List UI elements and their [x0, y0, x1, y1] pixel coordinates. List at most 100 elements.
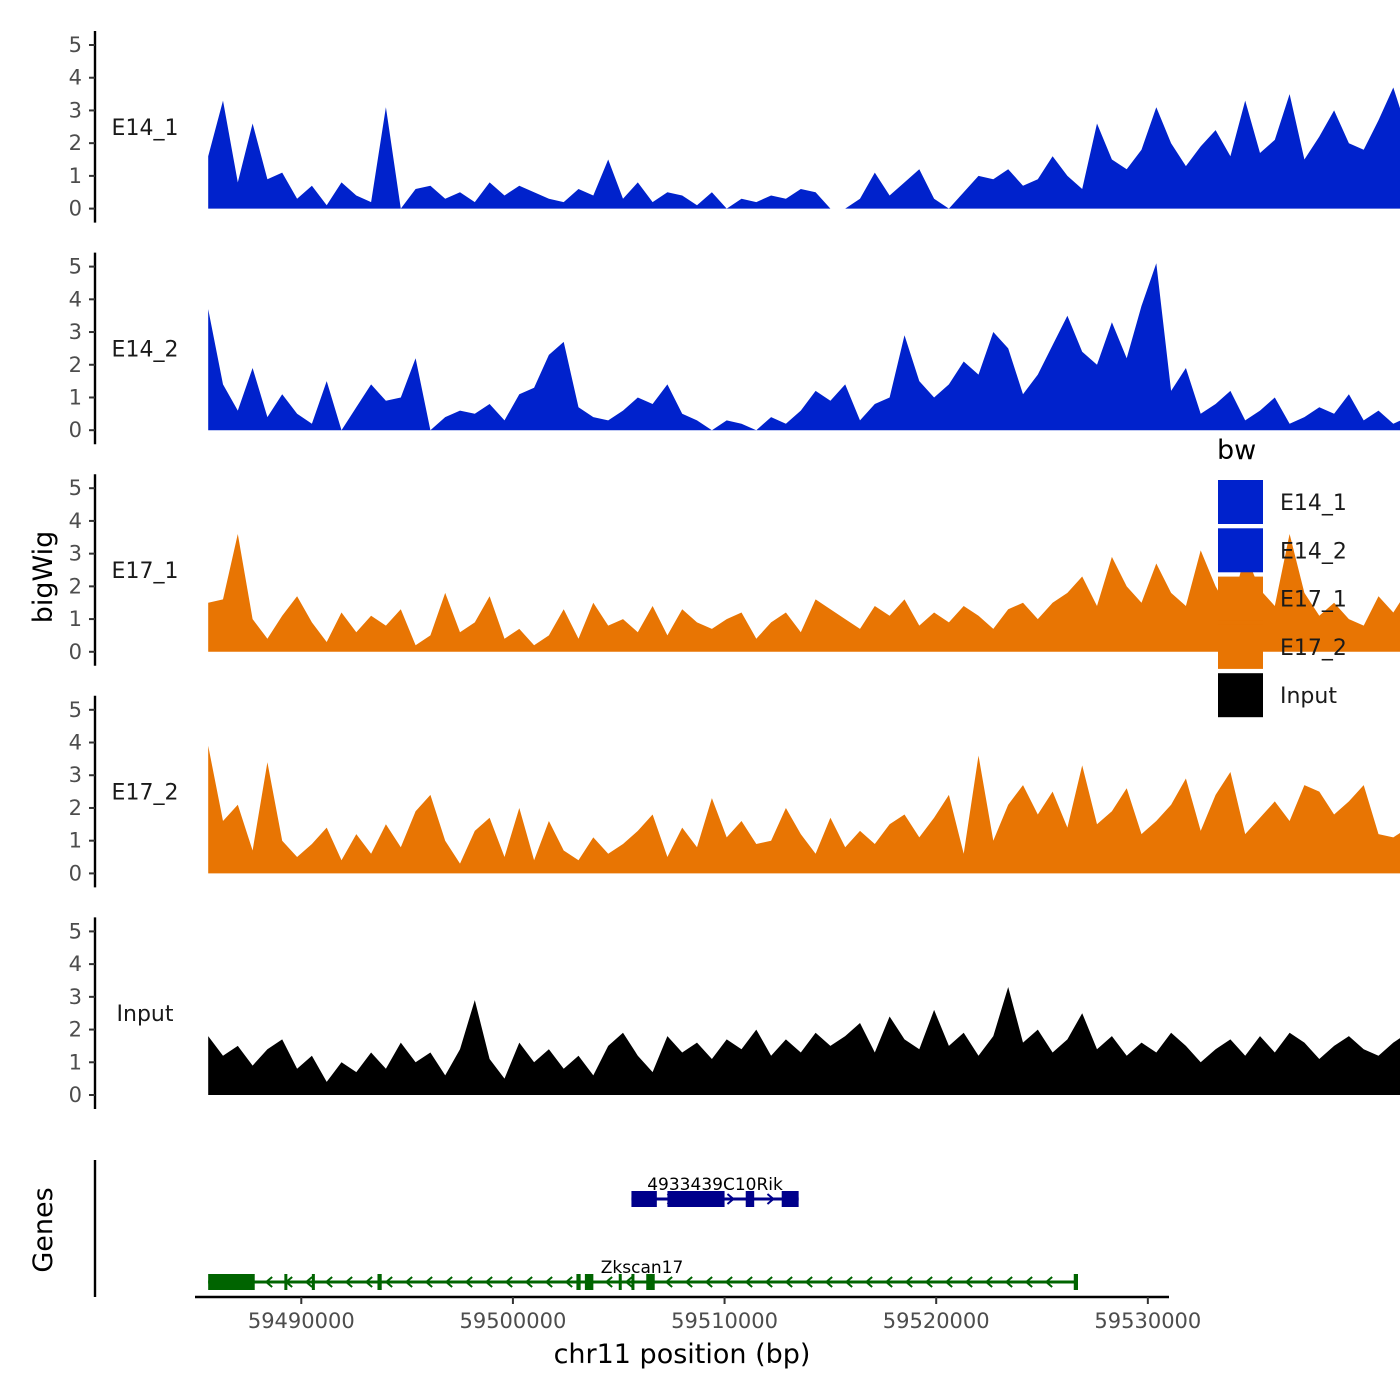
- strand-chevron: [604, 1276, 613, 1288]
- strand-chevron: [944, 1276, 953, 1288]
- y-tick-label: 3: [69, 763, 82, 787]
- strand-chevron: [464, 1276, 473, 1288]
- x-tick-label: 59490000: [248, 1309, 355, 1333]
- strand-chevron: [824, 1276, 833, 1288]
- strand-chevron: [444, 1276, 453, 1288]
- x-axis: 59490000 59500000 59510000 59520000 59530000: [195, 1295, 1201, 1333]
- gene-Zkscan17: Zkscan17: [208, 1258, 1078, 1290]
- legend-label: E14_1: [1280, 491, 1347, 516]
- panel-label: E17_2: [112, 781, 179, 806]
- y-tick-label: 5: [69, 919, 82, 943]
- panel-label: E14_2: [112, 337, 179, 362]
- legend-label: E17_1: [1280, 588, 1347, 613]
- strand-chevron: [404, 1276, 413, 1288]
- panel-label: E17_1: [112, 559, 179, 584]
- strand-chevron: [524, 1276, 533, 1288]
- strand-chevron: [304, 1276, 313, 1288]
- strand-chevron: [864, 1276, 873, 1288]
- exon: [781, 1191, 799, 1207]
- strand-chevron: [364, 1276, 373, 1288]
- legend-swatch-E17_1: [1218, 576, 1263, 621]
- y-tick-label: 0: [69, 640, 82, 664]
- exon: [618, 1274, 622, 1290]
- coverage-panels: 0 1 2 3 4 5 E14_1 0 1 2 3 4 5 E14_2 0 1 2 3 4 5 E17_1 0 1 2 3 4 5 E…: [69, 31, 1400, 1109]
- strand-chevron: [964, 1276, 973, 1288]
- y-tick-label: 5: [69, 33, 82, 57]
- legend-swatch-E17_2: [1218, 624, 1263, 669]
- coverage-area-E17_1: [208, 534, 1400, 652]
- strand-chevron: [904, 1276, 913, 1288]
- x-tick-label: 59500000: [459, 1309, 566, 1333]
- y-tick-label: 3: [69, 320, 82, 344]
- strand-chevron: [884, 1276, 893, 1288]
- strand-chevron: [664, 1276, 673, 1288]
- exon: [377, 1274, 382, 1290]
- gene-track: 4933439C10Rik Zkscan17: [93, 1160, 1078, 1297]
- strand-chevron: [766, 1193, 776, 1205]
- exon: [576, 1274, 581, 1290]
- y-tick-label: 3: [69, 542, 82, 566]
- strand-chevron: [264, 1276, 273, 1288]
- exon: [631, 1191, 657, 1207]
- exon: [584, 1274, 594, 1290]
- strand-chevron: [784, 1276, 793, 1288]
- y-tick-label: 4: [69, 66, 82, 90]
- strand-chevron: [844, 1276, 853, 1288]
- legend-label: E14_2: [1280, 539, 1347, 564]
- strand-chevron: [504, 1276, 513, 1288]
- x-tick-label: 59510000: [671, 1309, 778, 1333]
- panel-Input: 0 1 2 3 4 5 Input: [69, 917, 1400, 1109]
- panel-label: Input: [117, 1002, 174, 1027]
- legend-label: Input: [1280, 684, 1337, 709]
- strand-chevron: [344, 1276, 353, 1288]
- y-tick-label: 1: [69, 385, 82, 409]
- exon: [311, 1274, 315, 1290]
- strand-chevron: [704, 1276, 713, 1288]
- y-tick-label: 4: [69, 731, 82, 755]
- coverage-area-E14_2: [208, 263, 1400, 431]
- y-tick-label: 4: [69, 952, 82, 976]
- y-tick-label: 0: [69, 418, 82, 442]
- strand-chevron: [1024, 1276, 1033, 1288]
- legend-title: bw: [1217, 435, 1256, 466]
- legend-swatch-Input: [1218, 673, 1263, 718]
- panel-E14_1: 0 1 2 3 4 5 E14_1: [69, 31, 1400, 223]
- legend: bw E14_1 E14_2 E17_1 E17_2 Input: [1217, 435, 1347, 718]
- strand-chevron: [804, 1276, 813, 1288]
- exon: [1073, 1274, 1078, 1290]
- strand-chevron: [544, 1276, 553, 1288]
- y-tick-label: 5: [69, 255, 82, 279]
- coverage-area-E14_1: [208, 87, 1400, 209]
- y-tick-label: 4: [69, 509, 82, 533]
- y-tick-label: 2: [69, 796, 82, 820]
- panel-E17_1: 0 1 2 3 4 5 E17_1: [69, 474, 1400, 666]
- strand-chevron: [684, 1276, 693, 1288]
- legend-label: E17_2: [1280, 636, 1347, 661]
- y-tick-label: 1: [69, 164, 82, 188]
- exon: [208, 1274, 255, 1290]
- y-tick-label: 3: [69, 985, 82, 1009]
- y-tick-label: 0: [69, 861, 82, 885]
- y-tick-label: 1: [69, 607, 82, 631]
- y-tick-label: 3: [69, 98, 82, 122]
- strand-chevron: [424, 1276, 433, 1288]
- strand-chevron: [724, 1276, 733, 1288]
- y-tick-label: 2: [69, 574, 82, 598]
- strand-chevron: [984, 1276, 993, 1288]
- gene-label: Zkscan17: [601, 1258, 684, 1278]
- strand-chevron: [924, 1276, 933, 1288]
- strand-chevron: [484, 1276, 493, 1288]
- y-axis-title: bigWig: [28, 531, 59, 624]
- strand-chevron: [1044, 1276, 1053, 1288]
- strand-chevron: [624, 1276, 633, 1288]
- exon: [631, 1274, 635, 1290]
- y-tick-label: 5: [69, 476, 82, 500]
- y-tick-label: 0: [69, 1083, 82, 1107]
- strand-chevron: [324, 1276, 333, 1288]
- exon: [667, 1191, 725, 1207]
- strand-chevron: [1004, 1276, 1013, 1288]
- y-tick-label: 1: [69, 1050, 82, 1074]
- gene-4933439C10Rik: 4933439C10Rik: [631, 1175, 799, 1207]
- legend-swatch-E14_1: [1218, 480, 1263, 524]
